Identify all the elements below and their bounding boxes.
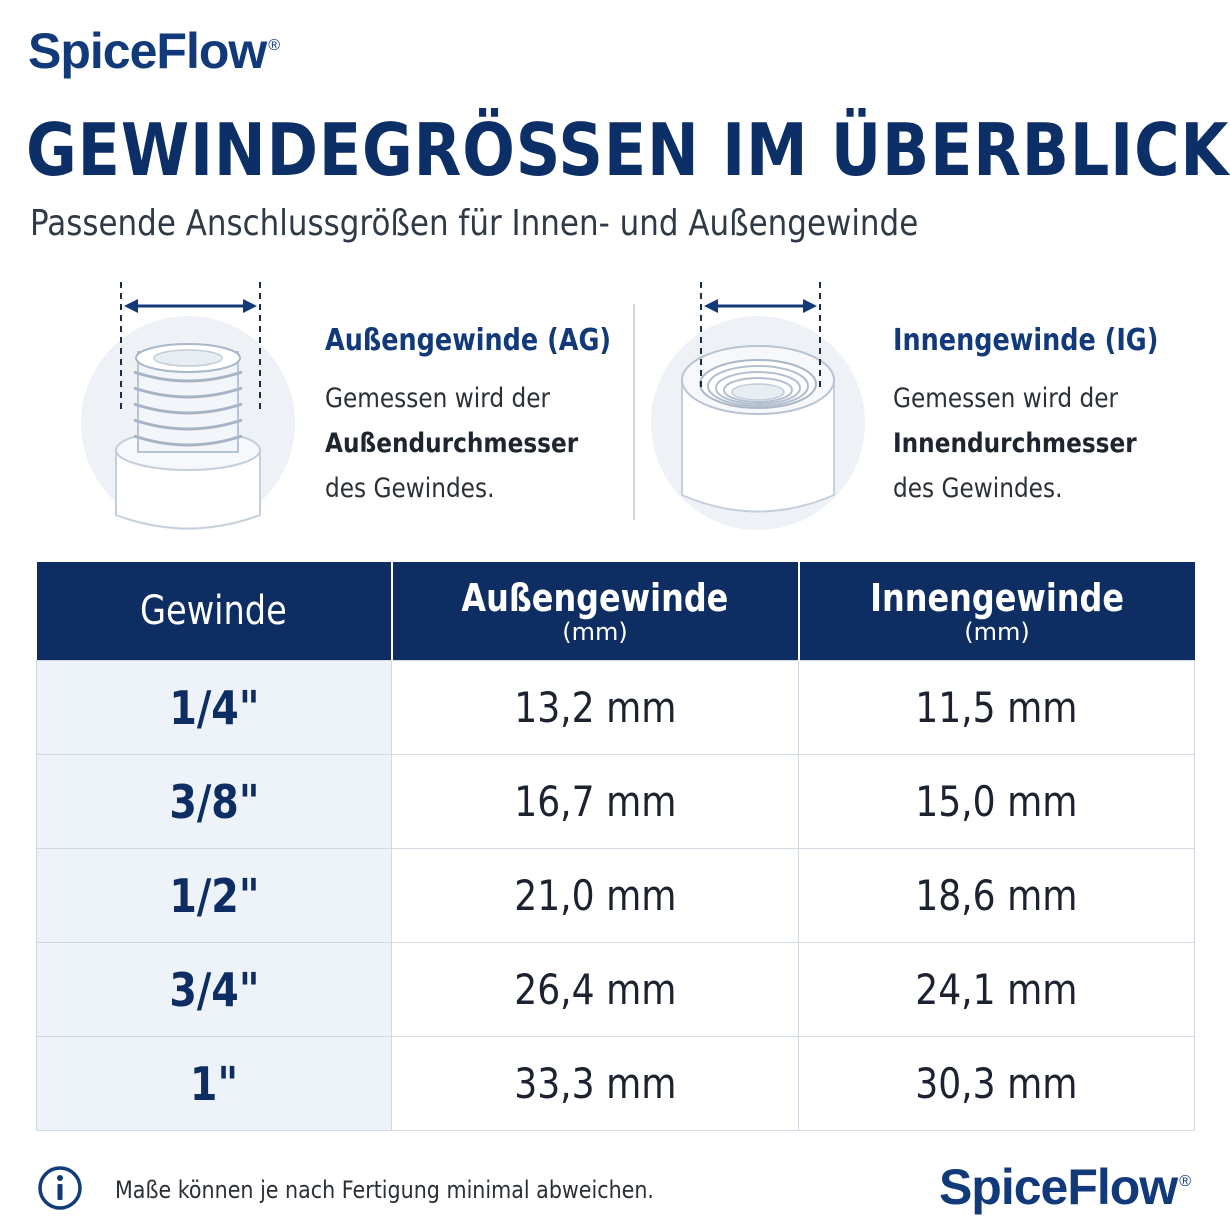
outer-thread-desc-2: Außendurchmesser [325, 428, 579, 459]
table-row: 1/2" 21,0 mm 18,6 mm [36, 848, 1195, 943]
size-cell: 1" [36, 1036, 392, 1131]
internal-thread-icon [651, 282, 865, 530]
inner-cell: 30,3 mm [798, 1036, 1195, 1131]
header-inner: Innengewinde (mm) [798, 562, 1195, 661]
outer-thread-desc-1: Gemessen wird der [325, 383, 551, 414]
outer-thread-desc-3: des Gewindes. [325, 473, 495, 504]
inner-thread-desc-3: des Gewindes. [893, 473, 1063, 504]
size-cell: 3/4" [36, 942, 392, 1037]
inner-thread-title: Innengewinde (IG) [893, 323, 1159, 358]
size-cell: 1/2" [36, 848, 392, 943]
brand-logo-bottom: SpiceFlow ® [938, 1159, 1191, 1215]
size-cell: 3/8" [36, 754, 392, 849]
table-header-row: Gewinde Außengewinde (mm) Innengewinde (mm… [36, 562, 1195, 661]
outer-thread-title: Außengewinde (AG) [325, 323, 612, 358]
info-icon [38, 1166, 82, 1210]
page-subtitle: Passende Anschlussgrößen für Innen- und … [30, 203, 919, 244]
header-size: Gewinde [36, 562, 393, 661]
outer-cell: 16,7 mm [391, 754, 799, 849]
table-row: 1" 33,3 mm 30,3 mm [36, 1036, 1195, 1131]
inner-thread-desc-1: Gemessen wird der [893, 383, 1119, 414]
outer-cell: 13,2 mm [391, 660, 799, 755]
inner-cell: 15,0 mm [798, 754, 1195, 849]
external-thread-icon [81, 282, 295, 530]
size-cell: 1/4" [36, 660, 392, 755]
thread-size-table: Gewinde Außengewinde (mm) Innengewinde (mm… [36, 562, 1195, 1131]
table-row: 3/8" 16,7 mm 15,0 mm [36, 754, 1195, 849]
outer-cell: 26,4 mm [391, 942, 799, 1037]
inner-thread-desc-2: Innendurchmesser [893, 428, 1137, 459]
inner-cell: 11,5 mm [798, 660, 1195, 755]
page-title: GEWINDEGRÖSSEN IM ÜBERBLICK [26, 108, 1230, 192]
outer-cell: 33,3 mm [391, 1036, 799, 1131]
inner-cell: 18,6 mm [798, 848, 1195, 943]
brand-logo-top: SpiceFlow ® [28, 23, 280, 79]
inner-cell: 24,1 mm [798, 942, 1195, 1037]
table-row: 1/4" 13,2 mm 11,5 mm [36, 660, 1195, 755]
table-row: 3/4" 26,4 mm 24,1 mm [36, 942, 1195, 1037]
footer-note: Maße können je nach Fertigung minimal ab… [115, 1176, 655, 1204]
outer-cell: 21,0 mm [391, 848, 799, 943]
header-outer: Außengewinde (mm) [391, 562, 800, 661]
section-divider [633, 304, 635, 520]
